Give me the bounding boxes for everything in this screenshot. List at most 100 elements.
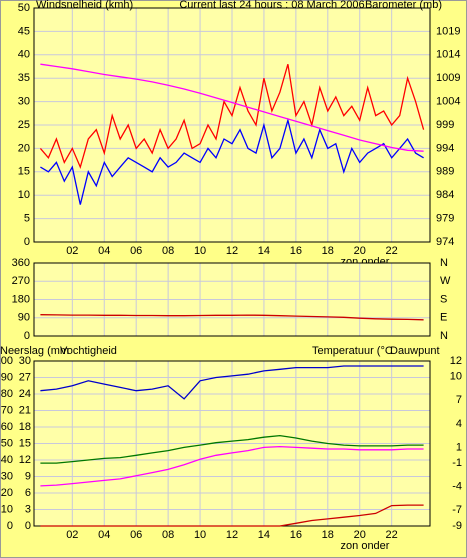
x-tick-label: 02 [66, 245, 78, 257]
y-axis-label: Windsnelheid (kmh) [36, 0, 133, 11]
y3-tick-label: 20 [1, 487, 13, 499]
y2-tick-label: -7 [452, 504, 462, 516]
y-tick-label: 40 [18, 49, 30, 61]
y3-tick-label: 90 [1, 371, 13, 383]
y3-tick-label: 60 [1, 421, 13, 433]
y-tick-label: 360 [12, 257, 30, 269]
y2-tick-label: E [440, 312, 447, 324]
x-tick-label: 06 [130, 529, 142, 541]
y2-tick-label: 1004 [436, 96, 460, 108]
x-tick-label: 08 [162, 245, 174, 257]
x-tick-label: 18 [322, 245, 334, 257]
y2-tick-label: 999 [436, 119, 454, 131]
y3-tick-label: 100 [0, 355, 13, 367]
y3-tick-label: 10 [1, 503, 13, 515]
x-axis-label: zon onder [341, 540, 390, 552]
y3-tick-label: 70 [1, 404, 13, 416]
y-tick-label: 9 [25, 470, 31, 482]
y2-tick-label: 4 [456, 418, 462, 430]
y-tick-label: 30 [19, 355, 31, 367]
x-tick-label: 10 [194, 529, 206, 541]
x-tick-label: 22 [386, 245, 398, 257]
y-tick-label: 270 [12, 275, 30, 287]
x-tick-label: 16 [290, 245, 302, 257]
y3-tick-label: 80 [1, 388, 13, 400]
data-line [40, 63, 424, 152]
y2-tick-label: 1 [456, 441, 462, 453]
y2-tick-label: 1014 [436, 49, 460, 61]
legend-label: Temperatuur (°C [312, 345, 393, 357]
x-tick-label: 04 [98, 245, 110, 257]
y2-tick-label: 989 [436, 166, 454, 178]
x-tick-label: 06 [130, 245, 142, 257]
y2-tick-label: 7 [456, 394, 462, 406]
x-tick-label: 14 [258, 245, 270, 257]
y-tick-label: 0 [25, 520, 31, 532]
y-tick-label: 25 [18, 119, 30, 131]
y3-tick-label: 50 [1, 437, 13, 449]
y-tick-label: 21 [19, 404, 31, 416]
y-tick-label: 50 [18, 2, 30, 14]
y2-tick-label: W [440, 275, 451, 287]
y-tick-label: 12 [19, 454, 31, 466]
x-tick-label: 10 [194, 245, 206, 257]
y2-axis-label: Barometer (mb) [365, 0, 442, 11]
data-line [40, 314, 424, 321]
y-tick-label: 15 [18, 166, 30, 178]
y-tick-label: 27 [19, 371, 31, 383]
y-tick-label: 15 [19, 437, 31, 449]
y2-tick-label: 984 [436, 189, 454, 201]
y3-tick-label: 30 [1, 470, 13, 482]
y2-tick-label: S [440, 293, 447, 305]
x-tick-label: 02 [66, 529, 78, 541]
y-tick-label: 10 [18, 189, 30, 201]
y-tick-label: 6 [25, 487, 31, 499]
x-tick-label: 20 [354, 529, 366, 541]
y-tick-label: 45 [18, 25, 30, 37]
x-tick-label: 08 [162, 529, 174, 541]
x-tick-label: 22 [386, 529, 398, 541]
legend-label: Vochtigheid [60, 345, 117, 357]
y-tick-label: 35 [18, 72, 30, 84]
y-tick-label: 24 [19, 388, 31, 400]
x-tick-label: 04 [98, 529, 110, 541]
y2-tick-label: N [440, 257, 448, 269]
plot-border [33, 7, 431, 243]
x-tick-label: 20 [354, 245, 366, 257]
y2-tick-label: 979 [436, 213, 454, 225]
y-tick-label: 3 [25, 503, 31, 515]
legend-label: Dauwpunt [390, 345, 440, 357]
x-tick-label: 18 [322, 529, 334, 541]
y-tick-label: 5 [24, 213, 30, 225]
x-tick-label: 14 [258, 529, 270, 541]
y2-tick-label: 994 [436, 142, 454, 154]
data-line [40, 117, 424, 205]
y-tick-label: 20 [18, 142, 30, 154]
data-line [40, 434, 424, 464]
y2-tick-label: 12 [450, 355, 462, 367]
y2-tick-label: 1009 [436, 72, 460, 84]
x-tick-label: 12 [226, 529, 238, 541]
y2-tick-label: 1019 [436, 25, 460, 37]
chart-title: Current last 24 hours : 08 March 2006 [179, 0, 364, 11]
y2-tick-label: N [440, 330, 448, 342]
y-tick-label: 0 [24, 330, 30, 342]
legend-label: Neerslag (mm [0, 345, 69, 357]
y2-tick-label: -1 [452, 457, 462, 469]
y2-tick-label: 10 [450, 371, 462, 383]
y-tick-label: 18 [19, 421, 31, 433]
data-line [39, 64, 425, 170]
data-line [40, 445, 424, 487]
y-tick-label: 0 [24, 236, 30, 248]
x-tick-label: 12 [226, 245, 238, 257]
y3-tick-label: 0 [7, 520, 13, 532]
y-tick-label: 90 [18, 312, 30, 324]
plot-border [33, 262, 431, 337]
y-tick-label: 180 [12, 293, 30, 305]
y2-tick-label: -9 [452, 520, 462, 532]
data-line [40, 365, 424, 400]
y-tick-label: 30 [18, 96, 30, 108]
y3-tick-label: 40 [1, 454, 13, 466]
